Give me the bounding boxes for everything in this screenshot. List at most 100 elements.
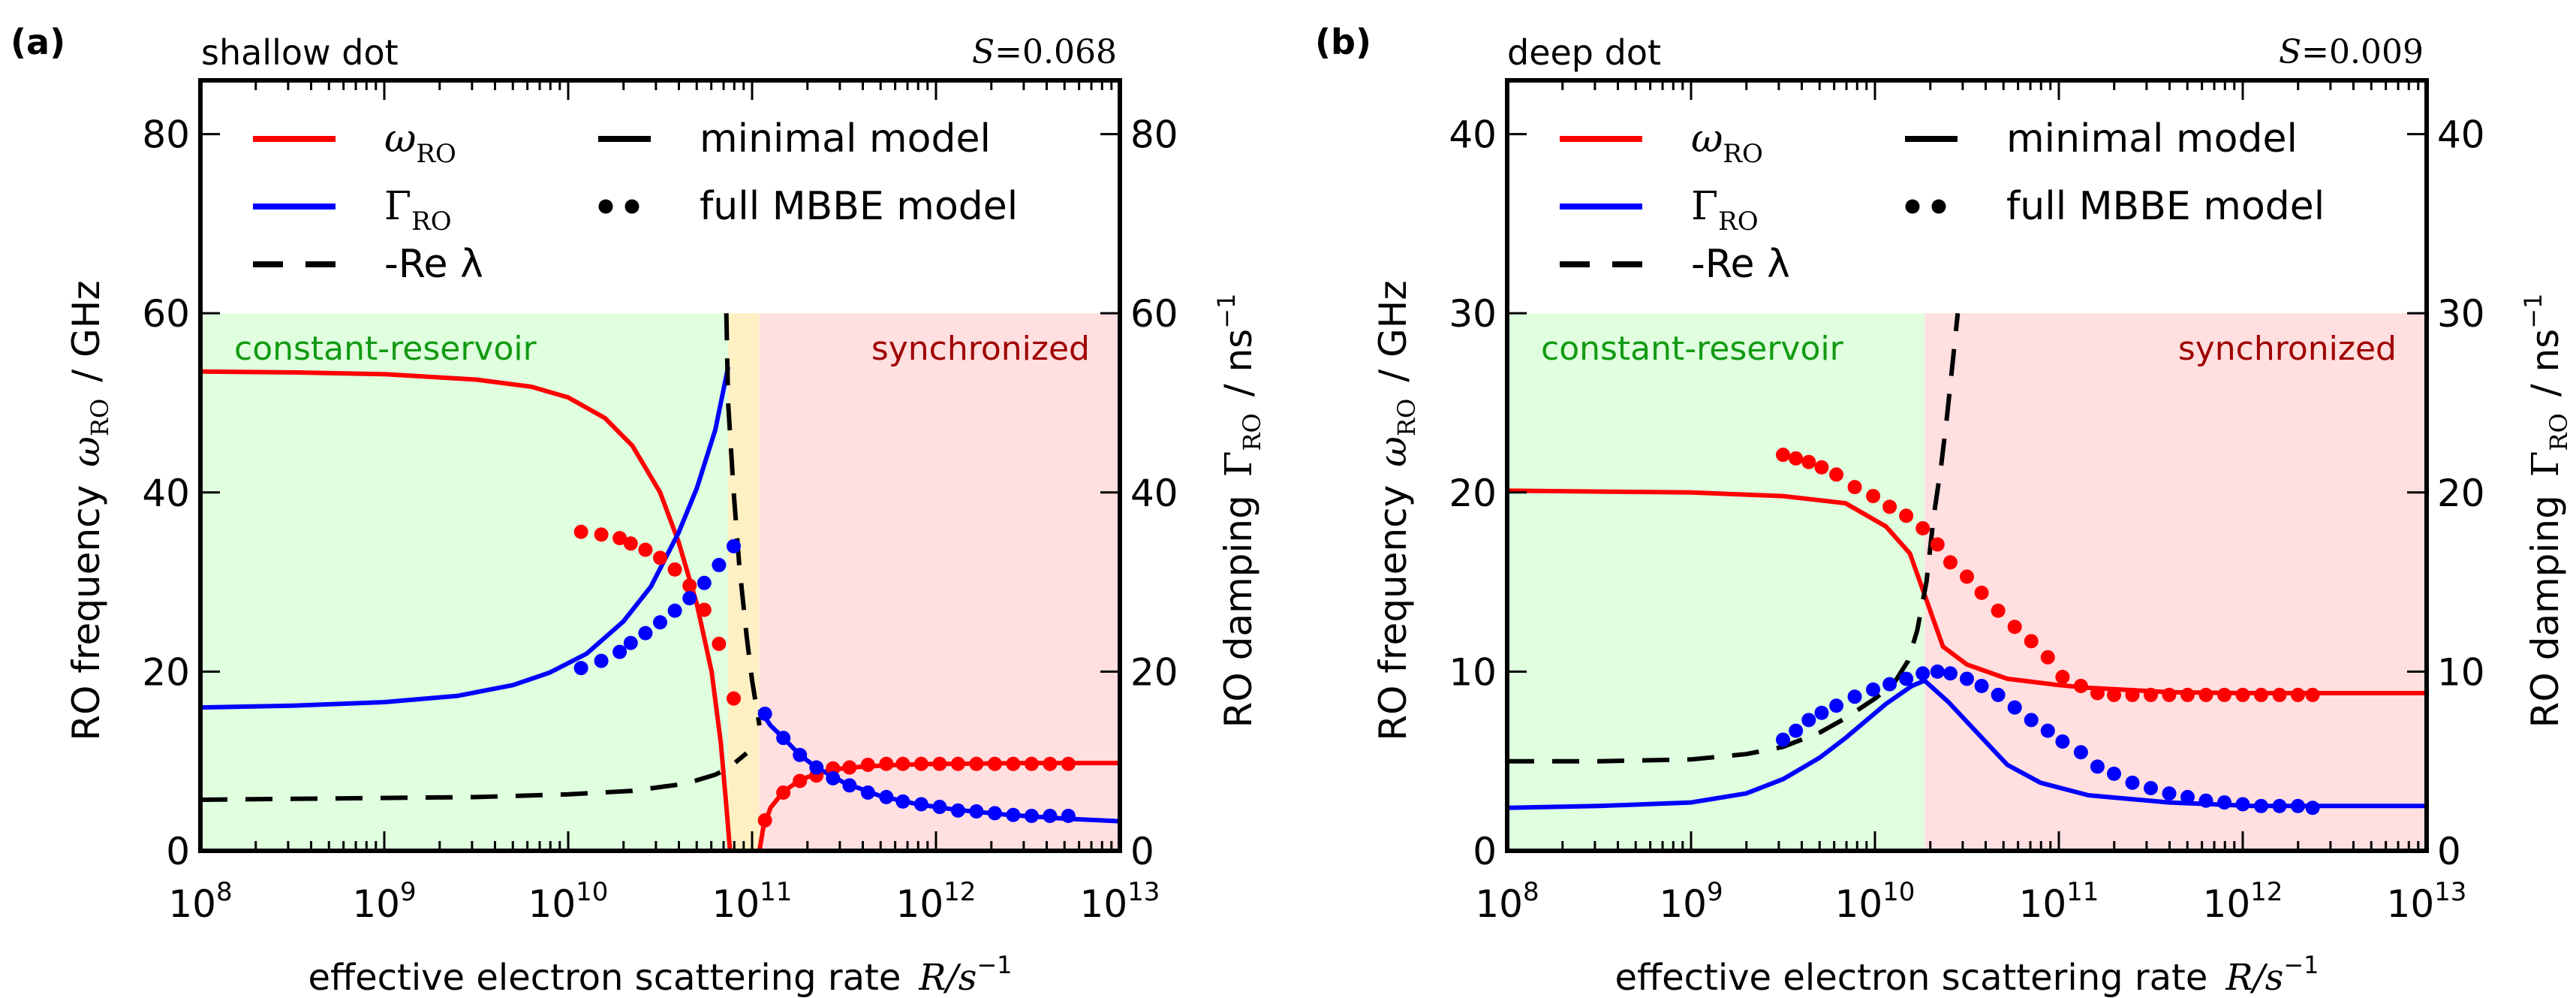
y-label-subscript: RO (86, 399, 114, 436)
data-point (1829, 467, 1844, 482)
y2-tick-label: 40 (1130, 472, 1178, 515)
series-omega-ro-full-mbbe-model (573, 524, 1076, 828)
y-tick-label: 20 (142, 650, 190, 694)
data-point (1960, 671, 1974, 686)
legend-swatch-dot (624, 199, 639, 214)
data-point (2291, 798, 2305, 813)
legend-subscript: RO (1718, 207, 1758, 237)
data-point (623, 635, 638, 650)
x-tick-exponent: 9 (1707, 877, 1723, 907)
y2-label-exponent: −1 (1212, 294, 1241, 329)
region-layer: constant-reservoir synchronized (1507, 313, 2427, 851)
data-point (1882, 677, 1897, 692)
s-symbol: S (2279, 33, 2301, 71)
series-line-segment (200, 369, 733, 851)
region-label-constant-reservoir: constant-reservoir (1541, 330, 1844, 368)
legend-label: ΓRO (1691, 184, 1759, 237)
legend-entry: -Re λ (1560, 242, 1790, 287)
data-point (987, 756, 1002, 771)
series-gamma-ro-full-mbbe-model (1776, 664, 2320, 816)
data-point (638, 626, 653, 641)
y-axis-label-left: RO frequency ωRO / GHz (1371, 280, 1421, 740)
legend-label: full MBBE model (700, 184, 1018, 229)
data-point (809, 760, 824, 775)
y2-tick-label: 30 (2437, 292, 2485, 336)
data-point (623, 536, 638, 551)
data-point (1974, 678, 1989, 693)
y2-label-prefix: RO damping (1217, 495, 1260, 728)
data-point (697, 602, 712, 617)
series-line-segment (724, 313, 762, 726)
data-point (2217, 687, 2231, 702)
x-tick-exponent: 8 (1523, 877, 1539, 907)
data-point (2198, 687, 2213, 702)
x-tick-base: 10 (1835, 882, 1883, 926)
data-point (653, 615, 667, 630)
data-point (653, 550, 667, 565)
y-label-symbol: ω (65, 436, 108, 467)
y-tick-label: 40 (1449, 113, 1497, 157)
data-point (913, 756, 928, 771)
legend-entry: minimal model (1905, 116, 2298, 161)
data-point (1061, 756, 1076, 771)
data-point (1943, 666, 1958, 681)
x-tick-label: 1011 (2019, 877, 2099, 926)
data-point (638, 542, 653, 557)
data-point (612, 644, 627, 659)
data-point (879, 789, 894, 804)
y-label-prefix: RO frequency (1371, 485, 1415, 741)
data-point (2235, 797, 2250, 812)
y2-label-exponent: −1 (2519, 294, 2547, 329)
data-point (879, 756, 894, 771)
x-tick-label: 1013 (2387, 877, 2467, 926)
y-tick-label: 10 (1449, 650, 1497, 694)
data-point (1789, 723, 1804, 738)
x-tick-exponent: 10 (1882, 877, 1915, 907)
data-point (682, 591, 697, 606)
x-tick-base: 10 (2203, 882, 2251, 926)
data-point (1801, 713, 1816, 728)
data-point (2024, 634, 2039, 649)
data-point (697, 575, 712, 590)
panel-title: deep dot (1507, 32, 1661, 73)
data-point (842, 778, 857, 793)
s-parameter-annotation: S=0.009 (2279, 33, 2424, 71)
x-axis-label-exponent: −1 (977, 951, 1012, 979)
data-point (1930, 537, 1945, 552)
region-constant-reservoir (1507, 313, 1925, 851)
x-tick-label: 1012 (2203, 877, 2283, 926)
legend-subscript: RO (411, 207, 451, 237)
data-point (932, 756, 947, 771)
legend-label: minimal model (2006, 116, 2298, 161)
data-point (2254, 687, 2268, 702)
legend-entry: ΓRO (1560, 184, 1759, 237)
x-tick-exponent: 13 (1127, 877, 1160, 907)
data-point (1866, 682, 1881, 697)
legend-symbol: Γ (1691, 184, 1718, 229)
data-point (1043, 808, 1058, 823)
y2-tick-label: 20 (1130, 650, 1178, 694)
data-point (1006, 756, 1021, 771)
legend-swatch-dot (598, 199, 613, 214)
legend-entry: -Re λ (253, 242, 483, 287)
data-point (1801, 454, 1816, 469)
data-point (2040, 650, 2055, 665)
data-point (2235, 687, 2250, 702)
legend-label: -Re λ (1691, 242, 1790, 287)
y-tick-label: 60 (142, 292, 190, 336)
region-layer: constant-reservoir synchronized (200, 313, 1120, 851)
y2-tick-label: 0 (1130, 830, 1154, 873)
data-point (1829, 698, 1844, 713)
data-point (1814, 460, 1829, 475)
x-axis-label-exponent: −1 (2283, 951, 2319, 979)
legend-swatch-dot (1905, 199, 1920, 214)
data-point (2272, 687, 2287, 702)
region-constant-reservoir (200, 313, 729, 851)
data-point (594, 527, 609, 542)
data-point (1776, 732, 1790, 747)
series-line-segment (200, 751, 748, 802)
legend-symbol: ω (384, 116, 416, 161)
series-gamma-ro-full-mbbe-model (573, 538, 1076, 823)
data-point (712, 636, 727, 651)
